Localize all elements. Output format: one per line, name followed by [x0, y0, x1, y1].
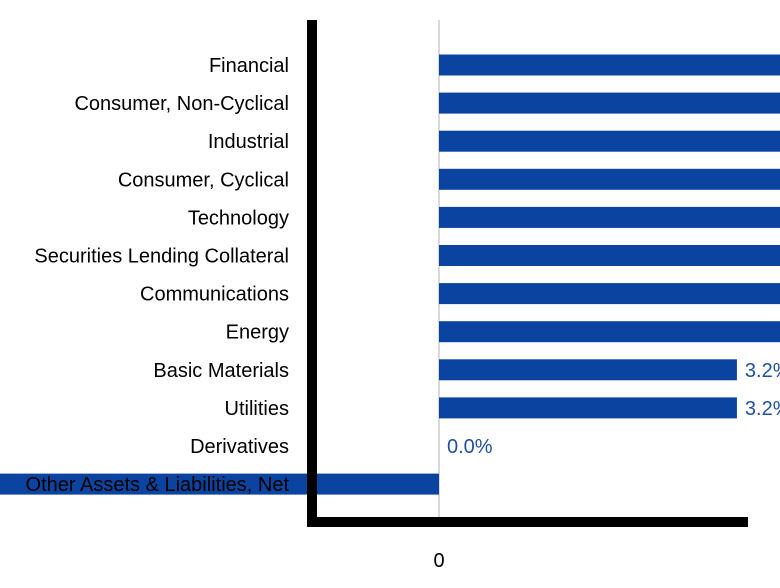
bar [439, 206, 780, 228]
category-label: Consumer, Non-Cyclical [74, 93, 289, 115]
bars [0, 54, 780, 495]
bar [0, 473, 439, 495]
bar [439, 92, 780, 114]
category-label: Other Assets & Liabilities, Net [26, 474, 290, 496]
data-label: 3.2% [745, 398, 780, 420]
bar [439, 321, 780, 343]
bar [439, 130, 780, 152]
category-label: Derivatives [190, 436, 289, 458]
category-label: Consumer, Cyclical [118, 169, 289, 191]
bar [439, 359, 737, 381]
category-label: Communications [140, 284, 289, 306]
labels: -100102030Financial24.8%Consumer, Non-Cy… [26, 55, 780, 572]
category-label: Securities Lending Collateral [34, 246, 289, 268]
y-axis-line [307, 20, 317, 527]
bar [439, 397, 737, 419]
category-label: Basic Materials [153, 360, 289, 382]
category-label: Financial [209, 55, 289, 77]
bar [439, 283, 780, 305]
x-tick-label: 0 [433, 550, 444, 572]
data-label: 0.0% [447, 436, 493, 458]
category-label: Energy [226, 322, 289, 344]
category-label: Technology [188, 207, 289, 229]
x-axis-line [307, 517, 748, 527]
category-label: Utilities [225, 398, 289, 420]
axes [307, 20, 748, 527]
bar [439, 168, 780, 190]
data-label: 3.2% [745, 360, 780, 382]
category-label: Industrial [208, 131, 289, 153]
bar [439, 54, 780, 76]
bar [439, 245, 780, 266]
